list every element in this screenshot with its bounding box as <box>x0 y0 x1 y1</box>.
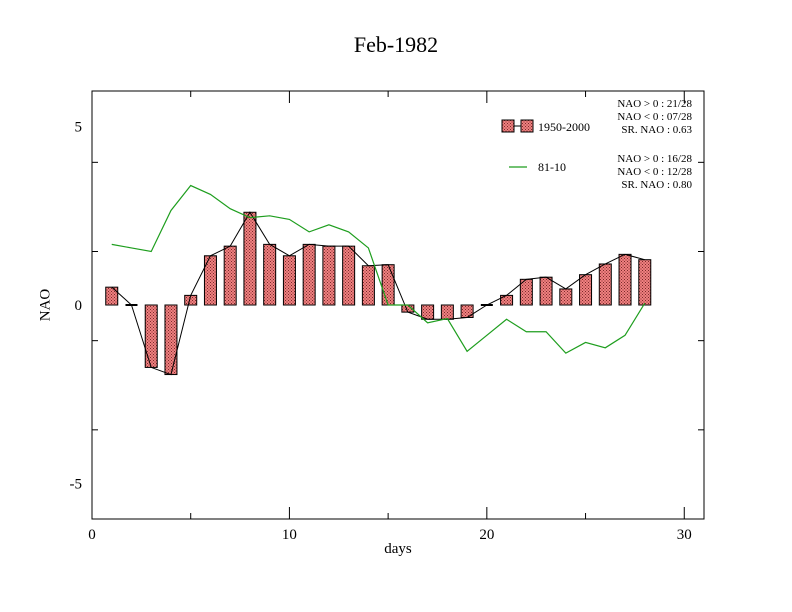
bar <box>361 265 375 306</box>
x-tick-label: 20 <box>479 527 494 543</box>
bar <box>302 243 316 306</box>
legend-label-81-10: 81-10 <box>538 160 566 174</box>
legend-label-1950-2000: 1950-2000 <box>538 120 590 134</box>
stat-line: SR. NAO : 0.80 <box>621 179 692 191</box>
bar <box>421 304 435 320</box>
bar <box>322 245 336 306</box>
bar <box>500 294 514 306</box>
x-tick-label: 30 <box>677 527 692 543</box>
bar <box>223 245 237 306</box>
bar <box>164 304 178 376</box>
y-tick-label: -5 <box>70 476 83 492</box>
stat-line: NAO > 0 : 21/28 <box>617 98 692 110</box>
bar <box>579 274 593 306</box>
bar <box>440 304 454 320</box>
plot-frame <box>91 90 705 520</box>
bar <box>460 304 474 318</box>
bar <box>559 288 573 306</box>
bar <box>539 276 553 306</box>
legend-swatch-1950-2000 <box>501 119 515 133</box>
bar <box>381 264 395 306</box>
stat-line: SR. NAO : 0.63 <box>621 124 692 136</box>
bar <box>598 263 612 306</box>
bar <box>282 255 296 306</box>
series-line-1950-2000 <box>111 211 645 376</box>
stat-line: NAO < 0 : 12/28 <box>617 166 692 178</box>
bar <box>243 211 257 306</box>
bar <box>638 259 652 306</box>
y-tick-label: 0 <box>75 298 83 314</box>
bar <box>263 243 277 306</box>
legend-swatch-1950-2000 <box>520 119 534 133</box>
chart-title: Feb-1982 <box>353 32 439 57</box>
stats-block-1950-2000: NAO > 0 : 21/28 NAO < 0 : 07/28 SR. NAO … <box>560 98 692 137</box>
bar <box>618 253 632 306</box>
stats-block-81-10: NAO > 0 : 16/28 NAO < 0 : 12/28 SR. NAO … <box>560 153 692 192</box>
y-axis-label: NAO <box>37 288 54 322</box>
x-axis-label: days <box>384 541 412 557</box>
y-tick-label: 5 <box>75 120 83 136</box>
bar <box>342 245 356 306</box>
x-tick-label: 10 <box>282 527 297 543</box>
stat-line: NAO > 0 : 16/28 <box>617 153 692 165</box>
stat-line: NAO < 0 : 07/28 <box>617 111 692 123</box>
bar <box>105 286 119 306</box>
bar <box>144 304 158 368</box>
x-tick-label: 0 <box>88 527 96 543</box>
series-line-81-10 <box>111 184 646 354</box>
